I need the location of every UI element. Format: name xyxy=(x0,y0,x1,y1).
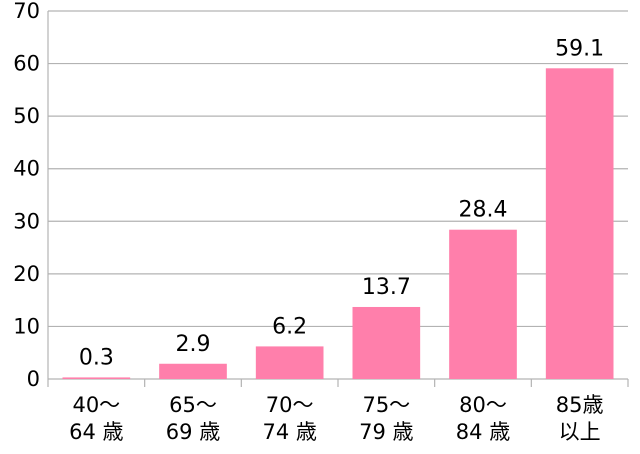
x-category-label: 64 歳 xyxy=(69,420,123,444)
data-label: 6.2 xyxy=(272,314,307,339)
gridlines xyxy=(47,10,629,387)
y-tick-label: 10 xyxy=(13,314,40,338)
data-label: 13.7 xyxy=(362,275,411,300)
y-tick-label: 0 xyxy=(27,367,40,391)
x-category-label: 79 歳 xyxy=(359,420,413,444)
y-tick-label: 60 xyxy=(13,52,40,76)
x-category-label: 65～ xyxy=(169,393,217,417)
x-category-label: 74 歳 xyxy=(262,420,316,444)
x-category-label: 75～ xyxy=(362,393,410,417)
x-category-label: 85歳 xyxy=(556,393,604,417)
bar xyxy=(449,229,517,379)
data-labels: 0.3 2.9 6.2 13.7 28.4 59.1 xyxy=(79,36,604,370)
x-category-label: 70～ xyxy=(266,393,314,417)
bar xyxy=(159,363,227,379)
y-tick-label: 40 xyxy=(13,157,40,181)
x-category-label: 80～ xyxy=(459,393,507,417)
x-category-label: 40～ xyxy=(72,393,120,417)
y-tick-label: 70 xyxy=(13,0,40,23)
x-category-label: 69 歳 xyxy=(166,420,220,444)
data-label: 59.1 xyxy=(555,36,604,61)
data-label: 28.4 xyxy=(459,198,508,223)
data-label: 2.9 xyxy=(176,332,211,357)
data-label: 0.3 xyxy=(79,345,114,370)
bar xyxy=(352,306,421,379)
bar xyxy=(545,68,614,379)
bar xyxy=(255,346,324,379)
y-tick-label: 20 xyxy=(13,262,40,286)
bar xyxy=(62,377,131,379)
bars xyxy=(62,68,614,379)
y-tick-label: 50 xyxy=(13,104,40,128)
x-category-label: 以上 xyxy=(559,420,601,444)
y-axis-tick-labels: 0 10 20 30 40 50 60 70 xyxy=(13,0,40,391)
x-category-label: 84 歳 xyxy=(456,420,510,444)
y-tick-label: 30 xyxy=(13,209,40,233)
